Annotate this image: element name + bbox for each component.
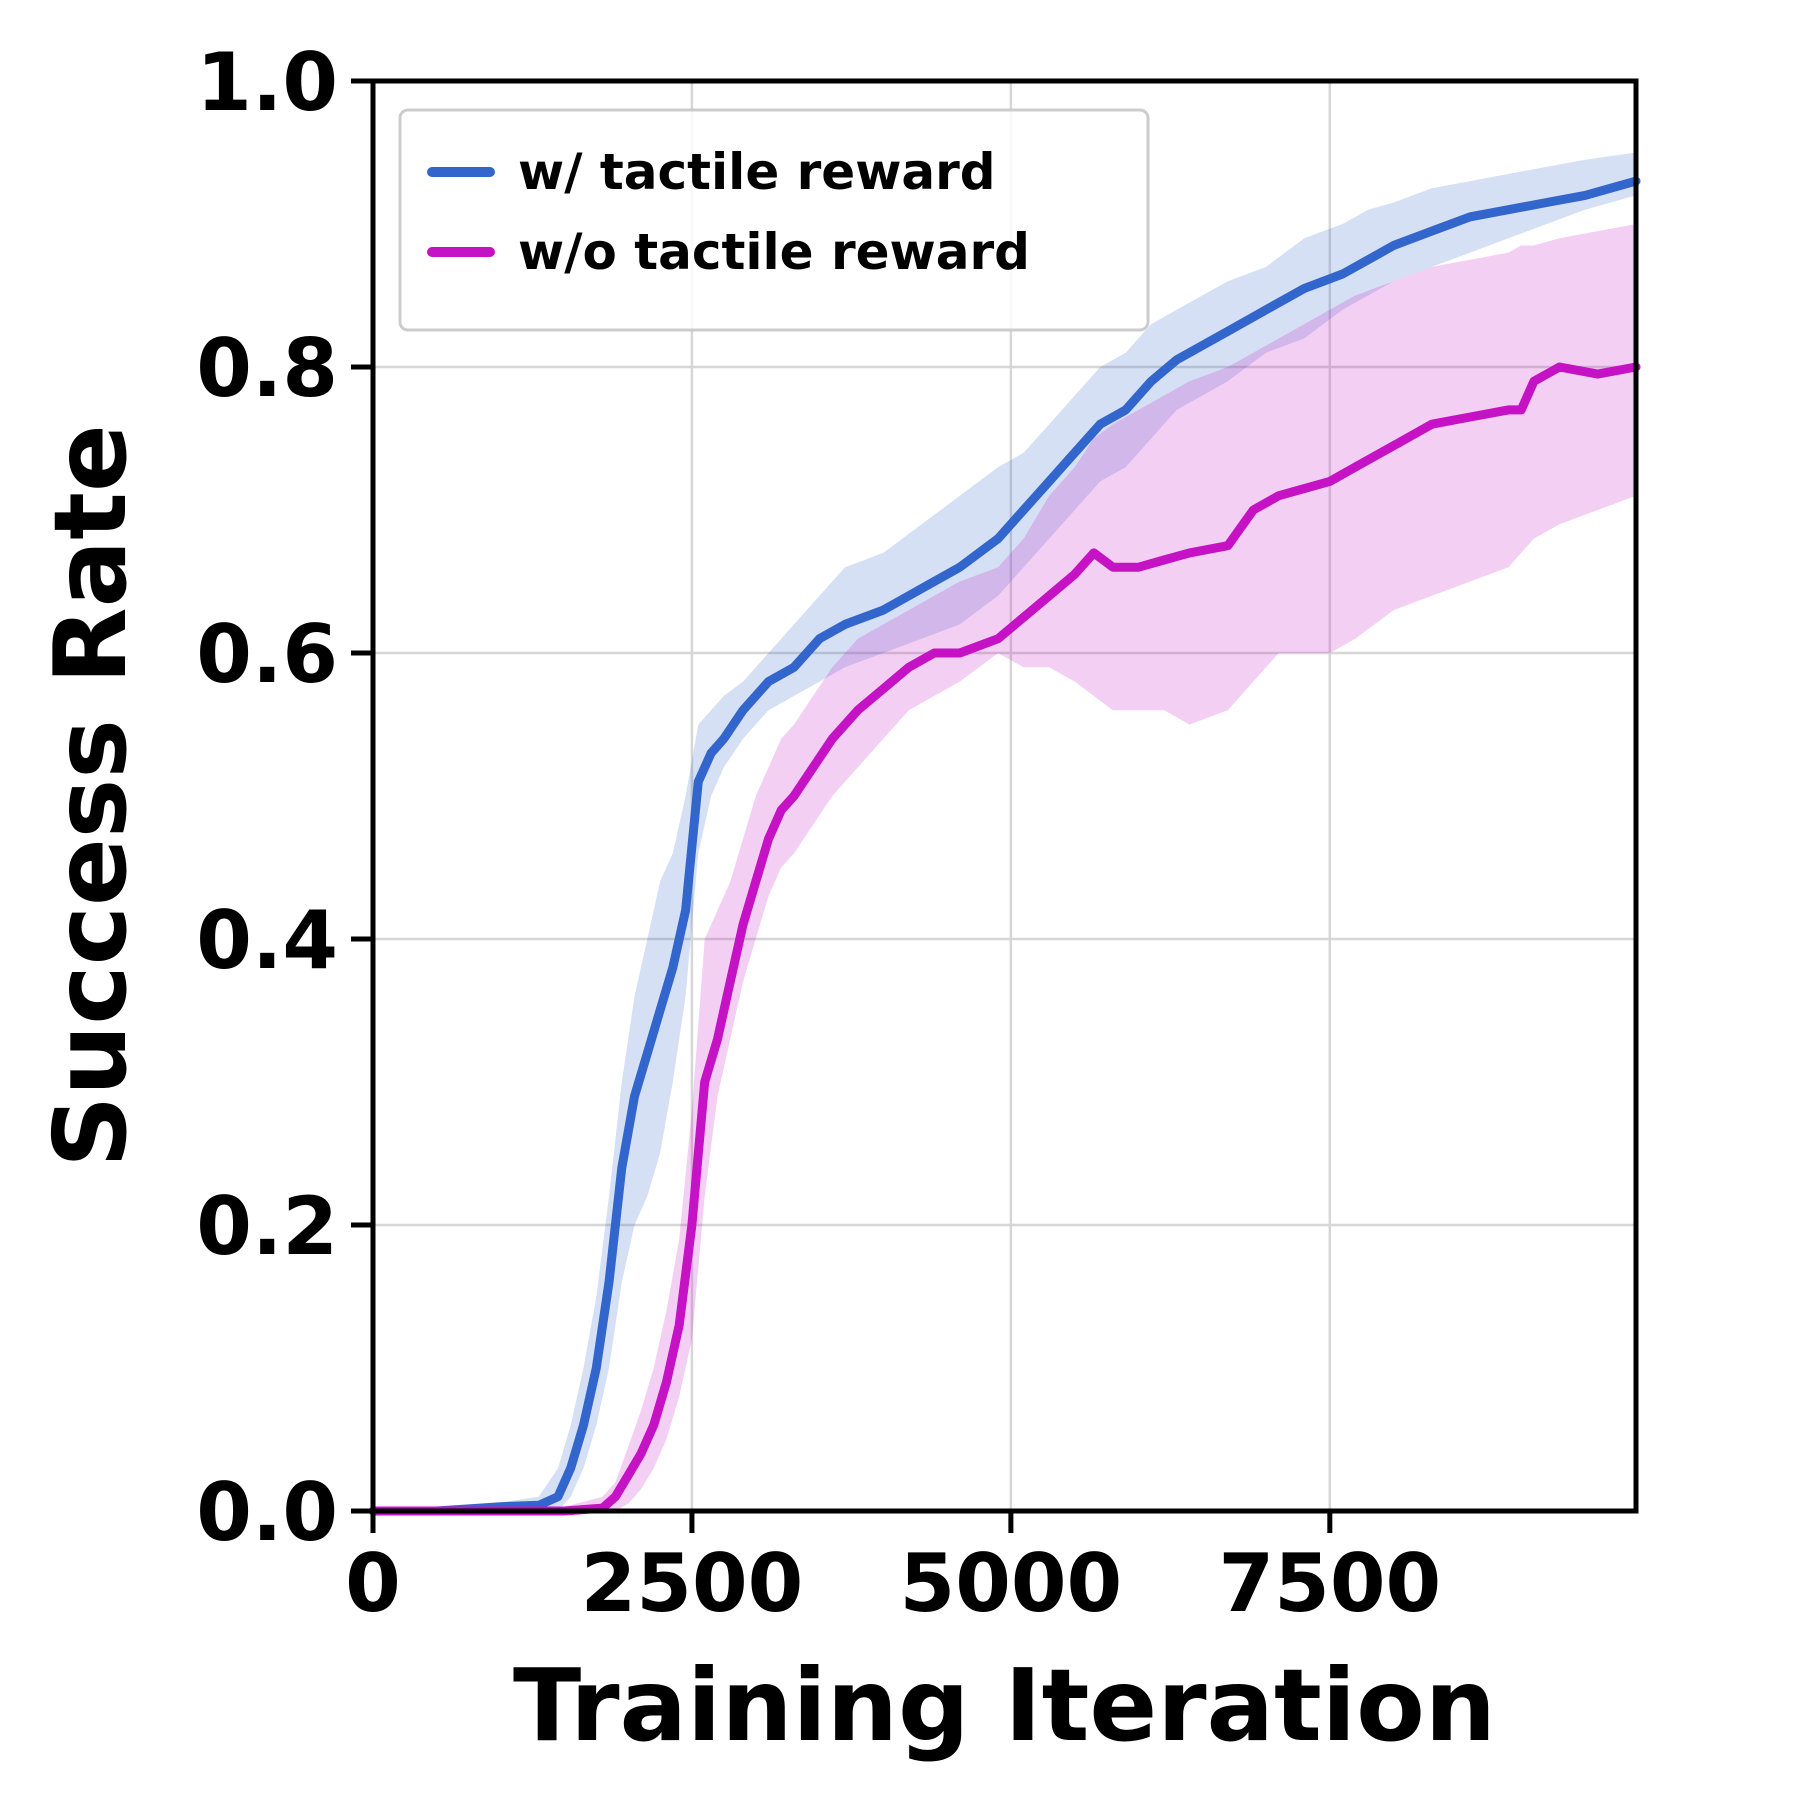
legend-label-0: w/ tactile reward [518, 143, 996, 201]
y-axis-title: Success Rate [32, 424, 149, 1168]
x-axis-ticks: 0 2500 5000 7500 [345, 1511, 1441, 1630]
line-series-1 [368, 362, 1641, 1516]
x-tick-label-2: 5000 [900, 1537, 1123, 1630]
confidence-bands [373, 152, 1636, 1511]
band-series-1 [373, 224, 1636, 1511]
x-tick-label-3: 7500 [1218, 1537, 1441, 1630]
series-lines [368, 176, 1641, 1516]
x-tick-label-0: 0 [345, 1537, 401, 1630]
plot-frame [370, 78, 1639, 1514]
y-tick-label-2: 0.4 [196, 894, 338, 987]
y-tick-label-5: 1.0 [196, 36, 338, 129]
y-tick-label-4: 0.8 [196, 322, 338, 415]
legend-box [398, 108, 1150, 332]
x-tick-label-1: 2500 [581, 1537, 804, 1630]
legend-label-1: w/o tactile reward [518, 223, 1030, 281]
line-series-0 [368, 176, 1641, 1516]
y-tick-label-0: 0.0 [196, 1466, 338, 1559]
y-tick-label-1: 0.2 [196, 1180, 338, 1273]
y-tick-label-3: 0.6 [196, 608, 338, 701]
y-axis-ticks: 0.0 0.2 0.4 0.6 0.8 1.0 [196, 36, 373, 1559]
x-axis-title: Training Iteration [513, 1647, 1496, 1764]
legend: w/ tactile reward w/o tactile reward [398, 108, 1150, 332]
